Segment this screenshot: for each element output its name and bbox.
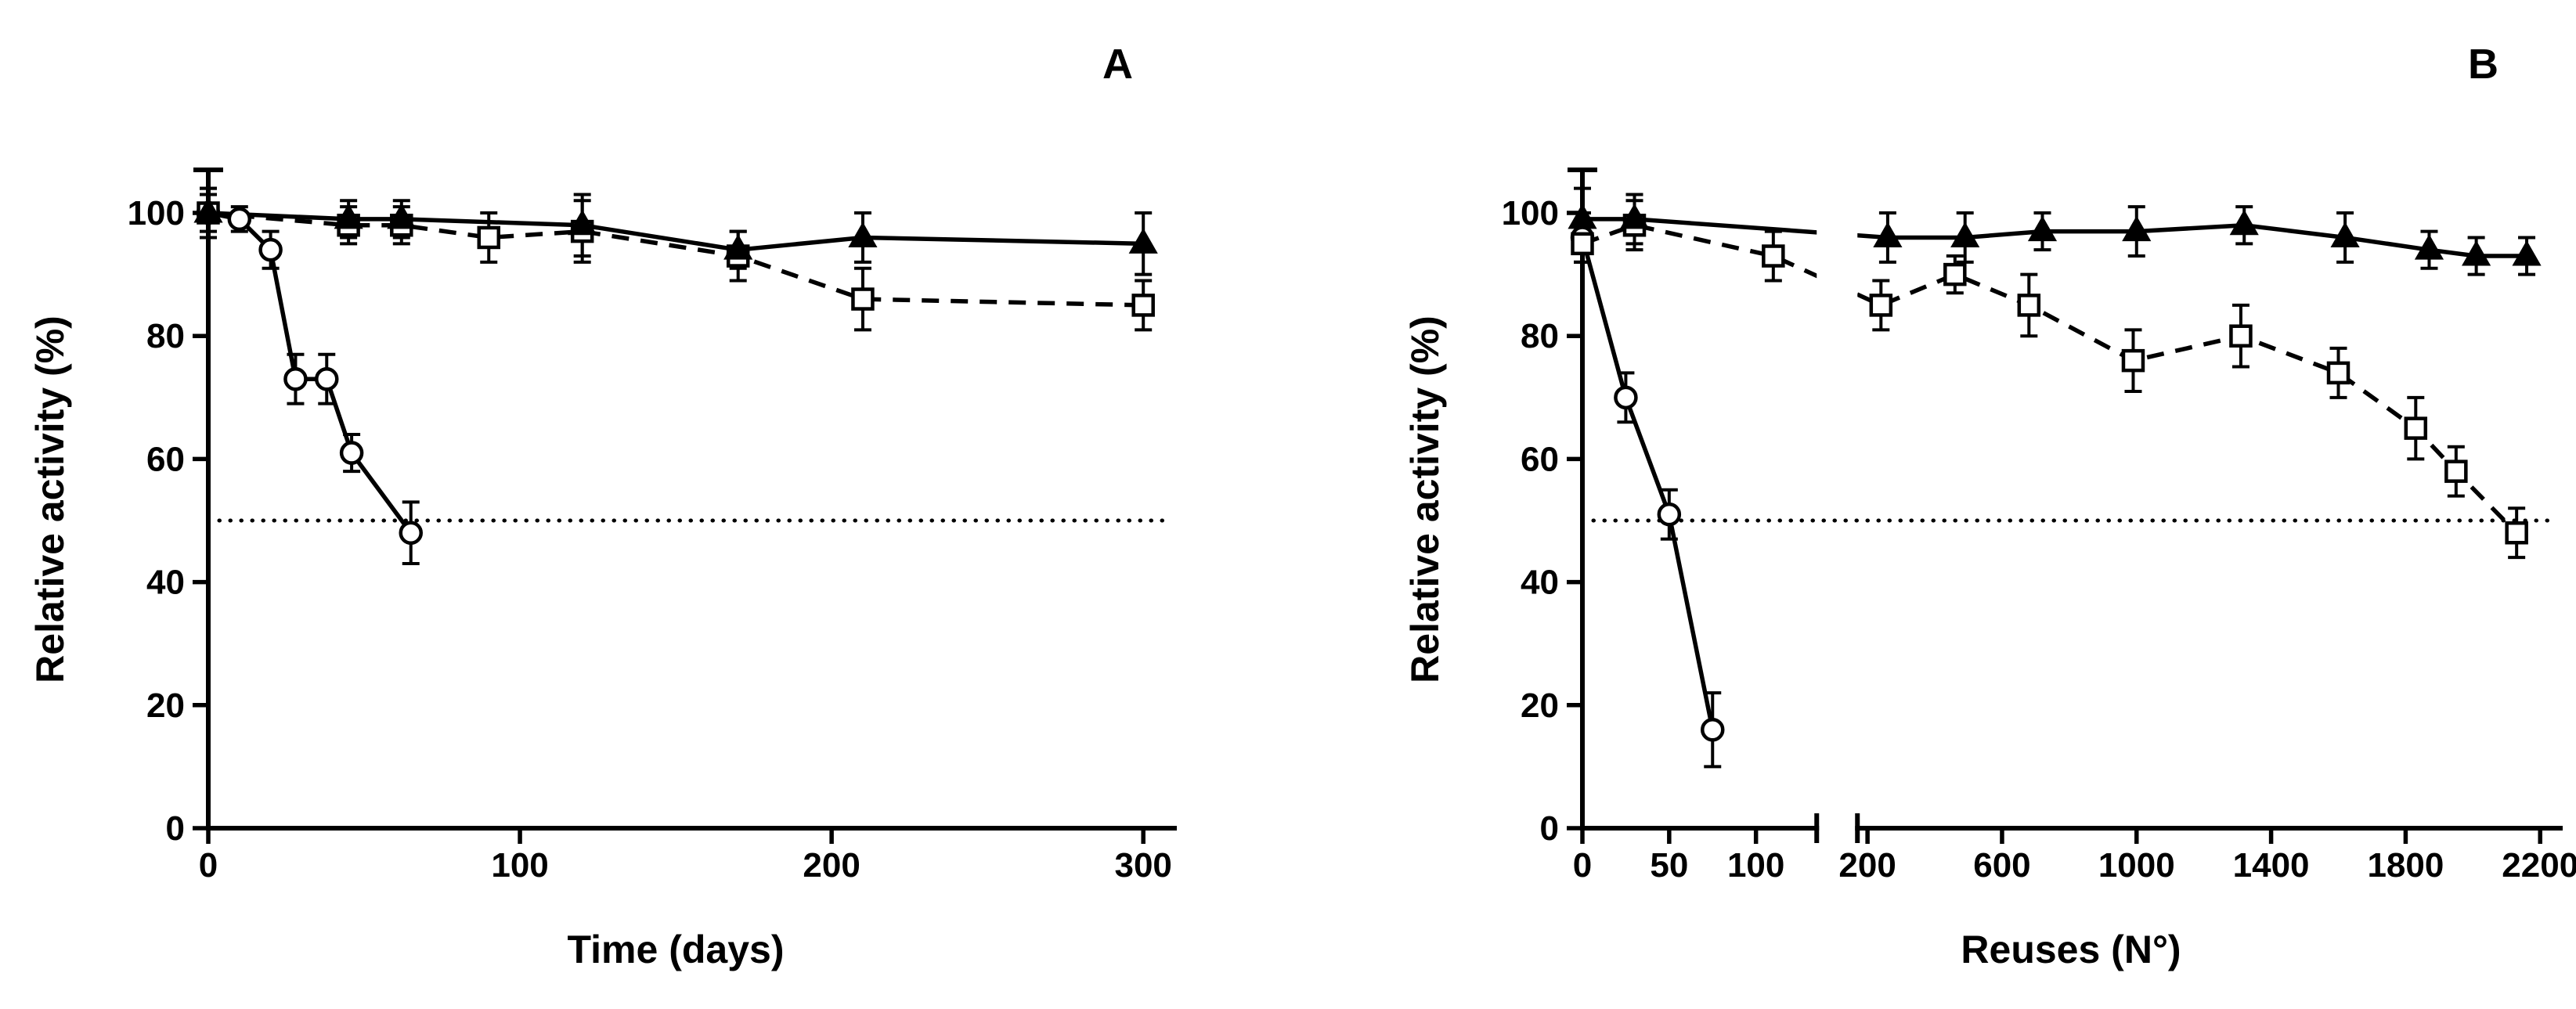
y-tick-label: 20 — [1521, 686, 1559, 725]
circle-marker — [315, 366, 339, 391]
panel-b-plot: 0 50 100 200 600 1000 1400 1800 2200 0 20 40 60 80 100 — [1502, 168, 2576, 885]
x-tick-label: 200 — [803, 846, 860, 885]
triangle-marker — [723, 234, 753, 260]
circle-marker — [1657, 502, 1682, 527]
panel-b-label: B — [2468, 41, 2498, 88]
tick-labels: 0 100 200 300 0 20 40 60 80 100 — [128, 194, 1172, 885]
y-tick-label: 0 — [166, 809, 185, 848]
square-marker — [2121, 348, 2145, 373]
triangle-marker — [387, 203, 417, 229]
x-tick-label: 100 — [1727, 846, 1784, 885]
square-marker — [2017, 294, 2041, 317]
panel-b-y-axis-title: Relative activity (%) — [1403, 315, 1447, 683]
x-tick-label: 1400 — [2233, 846, 2310, 885]
triangle-marker — [2122, 215, 2152, 242]
series-line-open-circles — [208, 211, 413, 535]
y-tick-label: 80 — [146, 317, 185, 355]
triangle-marker — [2229, 209, 2259, 236]
x-tick-label: 50 — [1650, 846, 1688, 885]
y-tick-label: 40 — [1521, 564, 1559, 602]
y-tick-label: 20 — [146, 686, 185, 725]
triangle-marker — [1619, 203, 1650, 229]
y-tick-label: 80 — [1521, 317, 1559, 355]
y-tick-label: 100 — [128, 194, 185, 232]
square-marker — [1869, 294, 1893, 317]
triangle-marker — [1873, 222, 1903, 247]
tick-marks — [193, 211, 1145, 844]
square-marker — [1571, 232, 1594, 256]
y-tick-label: 0 — [1540, 809, 1559, 848]
square-marker — [1943, 262, 1967, 286]
triangle-marker — [2027, 215, 2058, 242]
circle-marker — [258, 237, 283, 262]
series-markers-filled-triangles — [1568, 203, 2542, 266]
x-tick-label: 0 — [199, 846, 218, 885]
tick-labels: 0 50 100 200 600 1000 1400 1800 2200 0 20 40 60 80 100 — [1502, 194, 2576, 885]
triangle-marker — [568, 209, 597, 236]
square-marker — [2404, 416, 2428, 440]
square-marker — [2505, 521, 2528, 545]
circle-marker — [1701, 717, 1725, 742]
triangle-marker — [2414, 234, 2444, 260]
triangle-marker — [1568, 203, 1597, 229]
axes — [1568, 168, 2563, 843]
x-tick-label: 300 — [1114, 846, 1171, 885]
triangle-marker — [193, 196, 223, 223]
panel-a-label: A — [1102, 41, 1133, 88]
x-tick-label: 200 — [1838, 846, 1896, 885]
circle-marker — [339, 441, 364, 465]
panel-b-x-axis-title: Reuses (N°) — [1961, 928, 2181, 971]
square-marker — [2229, 324, 2253, 348]
panel-b: 0 50 100 200 600 1000 1400 1800 2200 0 20 40 60 80 100… — [1308, 0, 2576, 1009]
x-tick-label: 1800 — [2367, 846, 2444, 885]
circle-marker — [1614, 385, 1638, 410]
series-markers-open-squares — [1571, 213, 2528, 545]
x-tick-label: 1000 — [2098, 846, 2175, 885]
x-tick-label: 2200 — [2502, 846, 2576, 885]
triangle-marker — [848, 222, 878, 247]
circle-marker — [227, 207, 252, 232]
triangle-marker — [2462, 240, 2491, 266]
y-tick-label: 100 — [1502, 194, 1559, 232]
panel-a-x-axis-title: Time (days) — [567, 928, 785, 971]
panel-a-plot: 0 100 200 300 0 20 40 60 80 100 — [128, 168, 1177, 885]
square-marker — [1131, 294, 1155, 317]
series-line-open-squares — [1582, 222, 2519, 535]
triangle-marker — [334, 203, 363, 229]
square-marker — [477, 225, 501, 250]
panel-a-y-axis-title: Relative activity (%) — [28, 315, 72, 683]
circle-marker — [283, 366, 308, 391]
error-bars — [1574, 186, 2536, 769]
x-tick-label: 100 — [491, 846, 548, 885]
series-markers-open-circles — [196, 200, 423, 545]
square-marker — [2326, 361, 2351, 385]
square-marker — [2444, 459, 2468, 483]
y-tick-label: 60 — [1521, 440, 1559, 478]
series-markers-filled-triangles — [193, 196, 1158, 260]
square-marker — [851, 287, 875, 311]
triangle-marker — [1128, 228, 1158, 254]
triangle-marker — [2512, 240, 2542, 266]
y-tick-label: 60 — [146, 440, 185, 478]
x-tick-label: 0 — [1573, 846, 1592, 885]
circle-marker — [399, 521, 423, 545]
panel-a: 0 100 200 300 0 20 40 60 80 100 Relative activity… — [0, 0, 1268, 1009]
triangle-marker — [1950, 222, 1980, 247]
triangle-marker — [2330, 222, 2360, 247]
axes — [193, 168, 1177, 831]
series-line-open-circles — [1582, 236, 1715, 730]
x-tick-label: 600 — [1973, 846, 2030, 885]
square-marker — [1762, 244, 1785, 268]
y-tick-label: 40 — [146, 564, 185, 602]
